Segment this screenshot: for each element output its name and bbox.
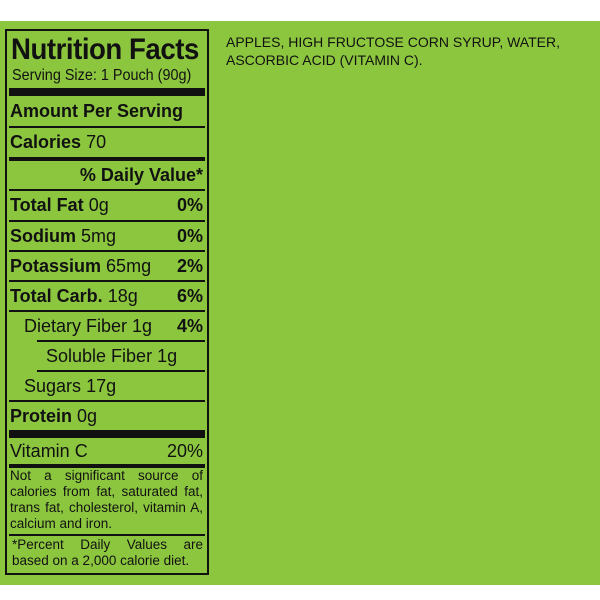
insignificant-source-note: Not a significant source of calories fro…	[10, 468, 203, 531]
divider	[9, 250, 205, 252]
nutrient-amount: 0g	[88, 194, 109, 215]
nutrient-row-dietary-fiber: Dietary Fiber 1g 4%	[10, 312, 203, 340]
nutrient-label: Protein	[10, 405, 73, 426]
nutrient-dv: 0%	[176, 225, 203, 246]
amount-per-serving-label: Amount Per Serving	[10, 100, 184, 121]
medium-rule	[9, 157, 205, 161]
ingredients-text: APPLES, HIGH FRUCTOSE CORN SYRUP, WATER,…	[226, 34, 560, 68]
nutrient-row-sodium: Sodium 5mg 0%	[10, 222, 203, 250]
nutrient-row-potassium: Potassium 65mg 2%	[10, 252, 203, 280]
divider	[9, 310, 205, 312]
nutrient-dv: 2%	[176, 255, 203, 276]
nutrient-row-sugars: Sugars 17g	[10, 372, 203, 400]
nutrition-facts-box: Nutrition Facts Serving Size: 1 Pouch (9…	[5, 29, 209, 575]
calories-label: Calories	[10, 131, 82, 152]
nutrient-amount: 65mg	[106, 255, 152, 276]
divider	[9, 126, 205, 128]
nutrient-row-soluble-fiber: Soluble Fiber 1g	[10, 342, 203, 370]
label-panel: Nutrition Facts Serving Size: 1 Pouch (9…	[0, 21, 600, 585]
vitamin-c-dv: 20%	[166, 440, 203, 461]
divider	[9, 400, 205, 402]
nutrient-row-total-carb: Total Carb. 18g 6%	[10, 282, 203, 310]
vitamin-c-label: Vitamin C	[10, 440, 88, 461]
nutrient-row-total-fat: Total Fat 0g 0%	[10, 191, 203, 219]
medium-rule	[9, 464, 205, 468]
nutrient-amount: 1g	[132, 315, 153, 336]
nutrition-facts-title: Nutrition Facts	[11, 33, 199, 66]
nutrient-label: Total Carb.	[10, 285, 103, 306]
daily-value-header-label: % Daily Value*	[79, 164, 203, 185]
nutrient-amount: 1g	[157, 345, 178, 366]
nutrient-amount: 17g	[86, 375, 117, 396]
vitamin-c-row: Vitamin C 20%	[10, 438, 203, 464]
nutrient-label: Sodium	[10, 225, 76, 246]
divider	[9, 189, 205, 191]
nutrient-row-protein: Protein 0g	[10, 402, 203, 430]
serving-size: Serving Size: 1 Pouch (90g)	[12, 67, 192, 84]
nutrient-label: Total Fat	[10, 194, 84, 215]
nutrient-amount: 5mg	[81, 225, 117, 246]
nutrient-label: Sugars	[24, 375, 82, 396]
nutrient-amount: 18g	[107, 285, 138, 306]
daily-value-header: % Daily Value*	[10, 161, 203, 189]
calories-value: 70	[86, 131, 107, 152]
nutrient-amount: 0g	[77, 405, 98, 426]
nutrient-label: Potassium	[10, 255, 102, 276]
thick-rule	[9, 430, 205, 438]
nutrient-dv: 4%	[176, 315, 203, 336]
divider	[9, 220, 205, 222]
divider	[37, 370, 205, 372]
divider	[9, 280, 205, 282]
thick-rule	[9, 88, 205, 96]
nutrient-label: Dietary Fiber	[24, 315, 128, 336]
nutrient-dv: 0%	[176, 194, 203, 215]
divider	[37, 340, 205, 342]
nutrient-label: Soluble Fiber	[46, 345, 153, 366]
nutrient-dv: 6%	[176, 285, 203, 306]
percent-daily-values-footnote: *Percent Daily Values are based on a 2,0…	[12, 537, 203, 568]
divider	[9, 534, 205, 536]
calories-row: Calories 70	[10, 128, 203, 156]
amount-per-serving-row: Amount Per Serving	[10, 97, 203, 125]
